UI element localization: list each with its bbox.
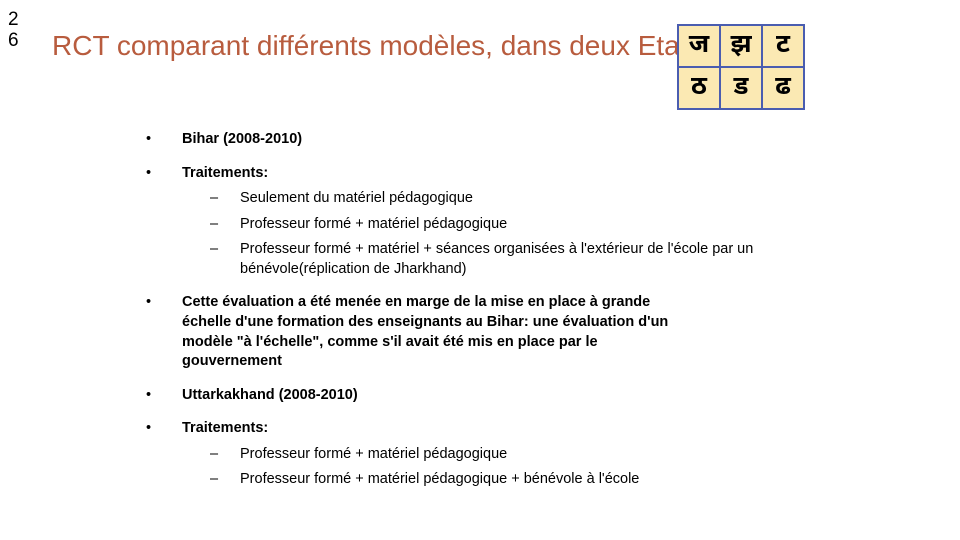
bullet-item: • Uttarkakhand (2008-2010) xyxy=(140,386,880,406)
bullet-text: Bihar (2008-2010) xyxy=(182,130,880,150)
sub-bullet-text: Professeur formé + matériel pédagogique xyxy=(240,215,880,235)
sub-bullet-item: – Professeur formé + matériel pédagogiqu… xyxy=(210,470,880,490)
sub-bullet-list: – Professeur formé + matériel pédagogiqu… xyxy=(210,445,880,490)
hindi-cell: झ xyxy=(720,25,762,67)
hindi-cell: ट xyxy=(762,25,804,67)
sub-bullet-item: – Professeur formé + matériel pédagogiqu… xyxy=(210,215,880,235)
bullet-item: • Traitements: xyxy=(140,164,880,184)
hindi-row-1: ज झ ट xyxy=(678,25,804,67)
bullet-text: Cette évaluation a été menée en marge de… xyxy=(182,293,880,371)
hindi-cell: ढ xyxy=(762,67,804,109)
slide-number-line1: 2 xyxy=(8,10,19,31)
hindi-cell: ठ xyxy=(678,67,720,109)
sub-bullet-list: – Seulement du matériel pédagogique – Pr… xyxy=(210,189,880,279)
bullet-text: Traitements: xyxy=(182,164,880,184)
bullet-item: • Cette évaluation a été menée en marge … xyxy=(140,293,880,371)
bullet-item: • Bihar (2008-2010) xyxy=(140,130,880,150)
sub-bullet-text: Professeur formé + matériel pédagogique xyxy=(240,445,880,465)
sub-bullet-marker: – xyxy=(210,215,240,235)
sub-bullet-text: Professeur formé + matériel + séances or… xyxy=(240,240,880,279)
hindi-letter-grid: ज झ ट ठ ड ढ xyxy=(677,24,805,110)
sub-bullet-text: Professeur formé + matériel pédagogique … xyxy=(240,470,880,490)
slide-number: 2 6 xyxy=(8,10,19,52)
sub-bullet-item: – Professeur formé + matériel pédagogiqu… xyxy=(210,445,880,465)
bullet-marker: • xyxy=(140,419,182,439)
hindi-cell: ड xyxy=(720,67,762,109)
bullet-text: Uttarkakhand (2008-2010) xyxy=(182,386,880,406)
bullet-marker: • xyxy=(140,386,182,406)
sub-bullet-item: – Professeur formé + matériel + séances … xyxy=(210,240,880,279)
bullet-item: • Traitements: xyxy=(140,419,880,439)
page-title: RCT comparant différents modèles, dans d… xyxy=(52,28,702,63)
bullet-marker: • xyxy=(140,130,182,150)
bullet-text: Traitements: xyxy=(182,419,880,439)
sub-bullet-marker: – xyxy=(210,189,240,209)
bullet-marker: • xyxy=(140,164,182,184)
sub-bullet-item: – Seulement du matériel pédagogique xyxy=(210,189,880,209)
hindi-row-2: ठ ड ढ xyxy=(678,67,804,109)
sub-bullet-text: Seulement du matériel pédagogique xyxy=(240,189,880,209)
sub-bullet-marker: – xyxy=(210,445,240,465)
slide-number-line2: 6 xyxy=(8,31,19,52)
sub-bullet-marker: – xyxy=(210,240,240,279)
content-area: • Bihar (2008-2010) • Traitements: – Seu… xyxy=(140,130,880,504)
sub-bullet-marker: – xyxy=(210,470,240,490)
hindi-cell: ज xyxy=(678,25,720,67)
bullet-marker: • xyxy=(140,293,182,371)
